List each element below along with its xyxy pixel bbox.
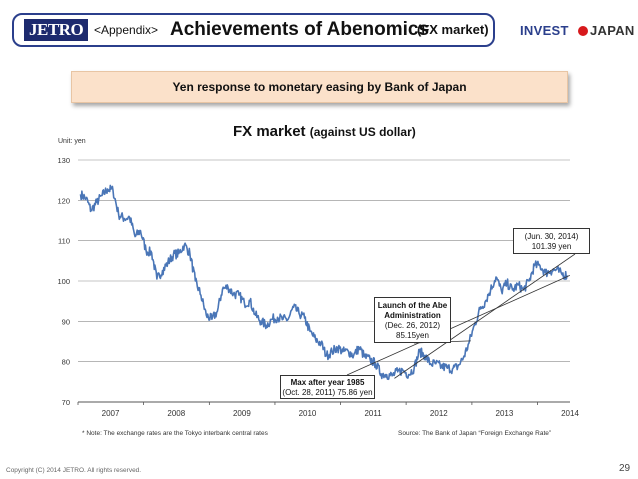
- copyright: Copyright (C) 2014 JETRO. All rights res…: [6, 467, 142, 474]
- invest-japan-logo-word2: JAPAN: [590, 23, 635, 38]
- chart-title-sub: (against US dollar): [309, 125, 416, 139]
- jetro-logo: JETRO: [24, 19, 89, 41]
- callout-abe-title2: Administration: [384, 311, 441, 320]
- y-tick-label: 80: [62, 358, 70, 367]
- x-tick-label: 2014: [561, 409, 579, 418]
- callout-jun-2014: (Jun. 30, 2014) 101.39 yen: [513, 228, 590, 254]
- usd-jpy-series-line: [79, 184, 568, 381]
- x-tick-label: 2011: [364, 409, 382, 418]
- page-title: Achievements of Abenomics: [170, 19, 430, 40]
- section-banner: Yen response to monetary easing by Bank …: [71, 71, 568, 103]
- x-tick-label: 2009: [233, 409, 251, 418]
- x-tick-label: 2010: [299, 409, 317, 418]
- callout-abe-launch: Launch of the Abe Administration (Dec. 2…: [374, 297, 451, 343]
- page-subtitle: (FX market): [417, 22, 489, 37]
- source-note: Source: The Bank of Japan “Foreign Excha…: [398, 430, 552, 437]
- title-bar: JETRO <Appendix> Achievements of Abenomi…: [12, 13, 495, 47]
- annotation-pointer: [394, 253, 576, 379]
- y-tick-label: 130: [57, 156, 70, 165]
- callout-abe-title1: Launch of the Abe: [377, 301, 448, 310]
- x-tick-label: 2007: [102, 409, 120, 418]
- callout-abe-value: 85.15yen: [396, 331, 429, 340]
- invest-japan-logo: INVEST JAPAN: [520, 21, 634, 43]
- x-tick-label: 2013: [496, 409, 514, 418]
- rising-sun-icon: [578, 26, 588, 36]
- callout-abe-date: (Dec. 26, 2012): [384, 321, 441, 330]
- callout-jun-date: (Jun. 30, 2014): [524, 232, 579, 241]
- chart-title: FX market (against US dollar): [233, 122, 416, 142]
- callout-jun-value: 101.39 yen: [531, 242, 572, 251]
- chart-unit-label: Unit: yen: [58, 138, 86, 145]
- y-tick-label: 70: [62, 398, 70, 407]
- title-prefix: <Appendix>: [94, 23, 159, 37]
- y-tick-label: 110: [58, 237, 70, 246]
- page-number: 29: [619, 463, 631, 474]
- x-tick-label: 2012: [430, 409, 448, 418]
- chart-title-main: FX market: [233, 123, 306, 140]
- x-tick-label: 2008: [167, 409, 185, 418]
- callout-max-2011: Max after year 1985 (Oct. 28, 2011) 75.8…: [280, 375, 375, 399]
- y-tick-label: 100: [57, 277, 70, 286]
- callout-max-title: Max after year 1985: [290, 378, 365, 387]
- y-tick-label: 90: [62, 317, 70, 326]
- invest-japan-logo-word1: INVEST: [520, 23, 569, 38]
- footnote: * Note: The exchange rates are the Tokyo…: [82, 430, 268, 437]
- y-tick-label: 120: [57, 196, 70, 205]
- annotation-pointer: [346, 275, 570, 376]
- callout-max-value: (Oct. 28, 2011) 75.86 yen: [282, 388, 373, 397]
